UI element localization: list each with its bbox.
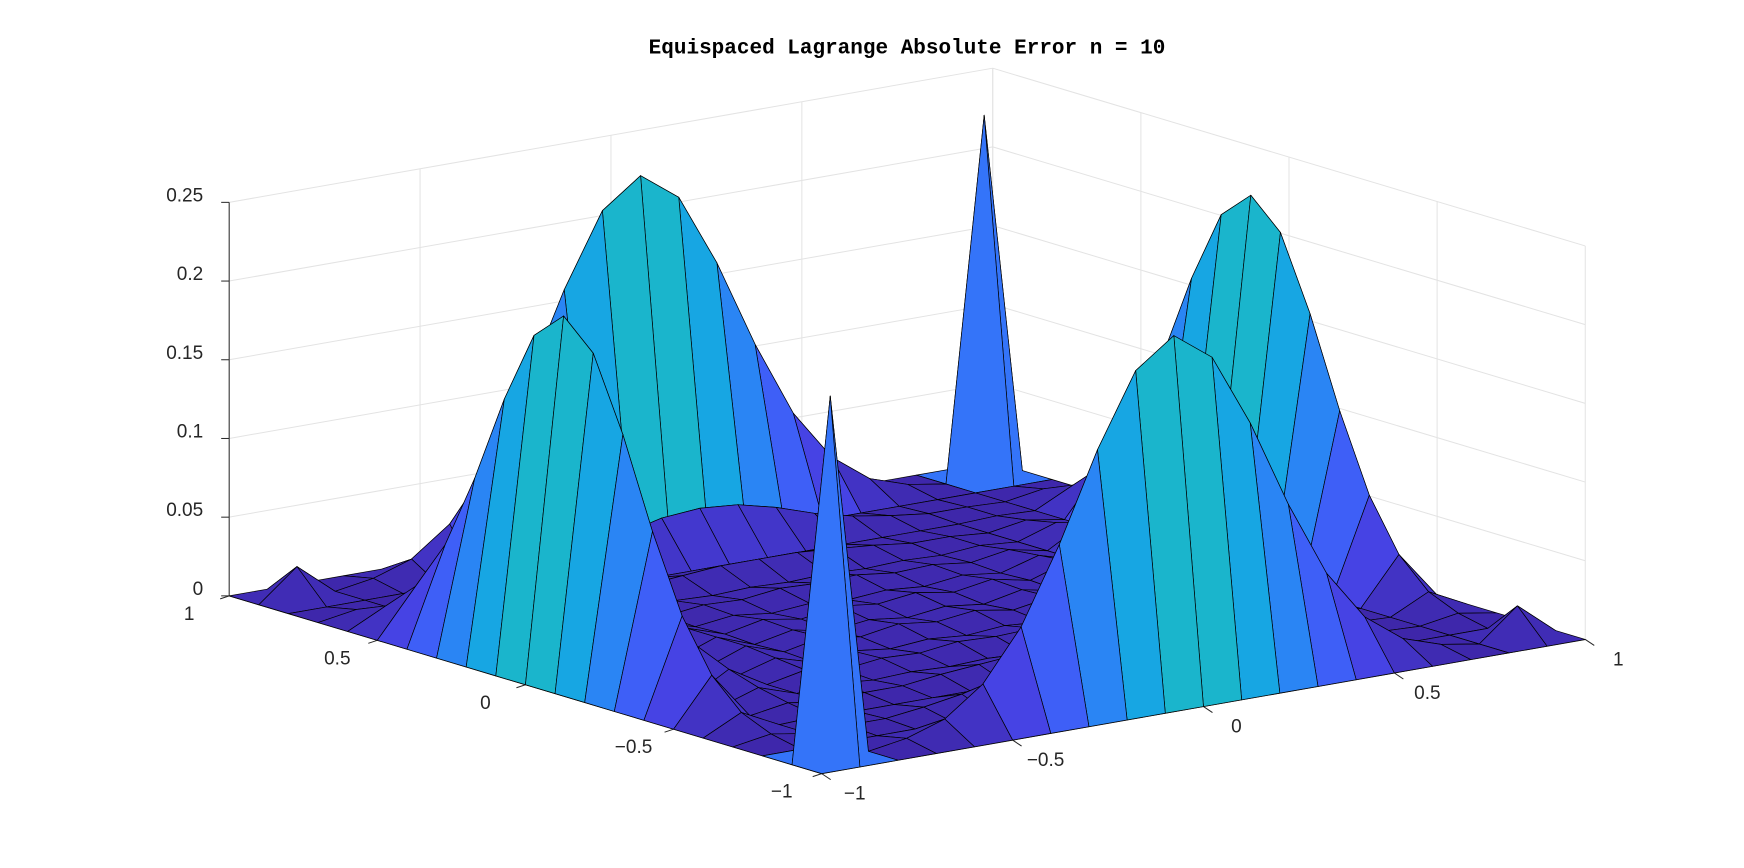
z-tick-label: 0 xyxy=(193,579,204,600)
x-tick xyxy=(1584,639,1595,646)
y-tick xyxy=(516,684,526,689)
y-tick-label: −0.5 xyxy=(615,737,653,758)
chart-title: Equispaced Lagrange Absolute Error n = 1… xyxy=(649,38,1166,61)
surface-facet xyxy=(791,395,861,774)
z-tick-label: 0.25 xyxy=(166,185,203,206)
z-tick-label: 0.1 xyxy=(177,421,203,442)
x-tick-label: 1 xyxy=(1613,649,1624,670)
x-tick-label: −0.5 xyxy=(1027,750,1065,771)
y-tick xyxy=(220,595,230,600)
x-tick xyxy=(821,773,831,781)
x-tick xyxy=(1012,739,1022,747)
y-tick-label: 1 xyxy=(184,604,195,625)
x-tick-label: 0.5 xyxy=(1414,683,1440,704)
y-tick xyxy=(368,639,378,644)
y-tick-label: 0 xyxy=(480,693,491,714)
y-tick xyxy=(812,773,822,778)
z-tick-label: 0.05 xyxy=(166,500,203,521)
z-tick-label: 0.2 xyxy=(177,264,203,285)
x-tick-label: −1 xyxy=(844,784,866,805)
y-tick xyxy=(664,728,674,733)
x-tick xyxy=(1203,706,1213,713)
x-tick-label: 0 xyxy=(1231,717,1242,738)
z-tick-label: 0.15 xyxy=(166,343,203,364)
y-tick-label: 0.5 xyxy=(324,648,350,669)
y-tick-label: −1 xyxy=(771,782,793,803)
x-tick xyxy=(1394,672,1404,680)
